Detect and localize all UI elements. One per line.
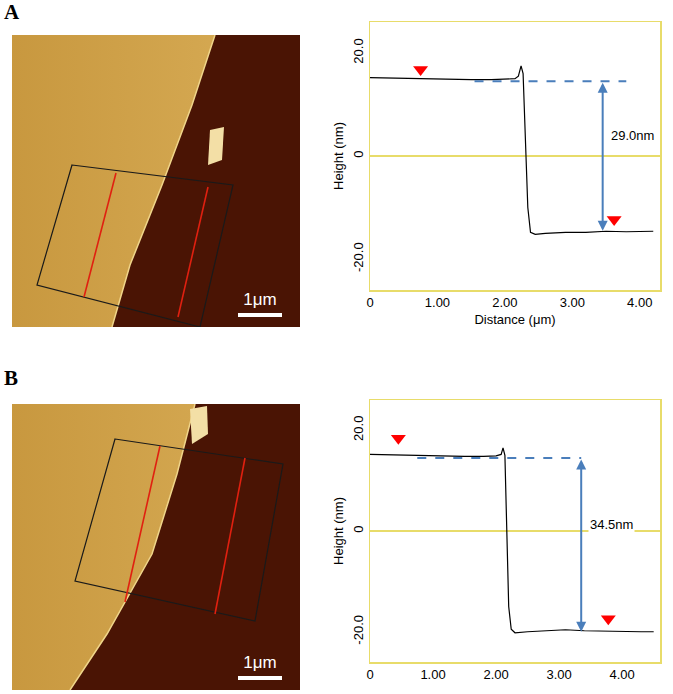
svg-text:Height (nm): Height (nm) [331,497,346,565]
svg-text:3.00: 3.00 [546,667,571,682]
svg-text:3.00: 3.00 [560,295,585,310]
svg-text:0: 0 [351,525,366,532]
svg-text:Height (nm): Height (nm) [331,122,346,190]
svg-text:0: 0 [351,150,366,157]
svg-text:34.5nm: 34.5nm [590,517,633,532]
svg-text:-20.0: -20.0 [351,615,366,645]
svg-text:Distance (μm): Distance (μm) [474,312,555,327]
svg-text:4.00: 4.00 [610,667,635,682]
svg-text:-20.0: -20.0 [351,242,366,272]
svg-text:2.00: 2.00 [492,295,517,310]
svg-text:2.00: 2.00 [483,667,508,682]
svg-text:4.00: 4.00 [627,295,652,310]
svg-text:20.0: 20.0 [351,38,366,63]
html-text:B: B [4,366,18,390]
svg-text:20.0: 20.0 [351,416,366,441]
svg-text:1μm: 1μm [243,653,276,672]
html-text:A: A [4,0,20,24]
svg-text:1.00: 1.00 [425,295,450,310]
svg-text:1μm: 1μm [243,290,276,309]
svg-text:1.00: 1.00 [420,667,445,682]
svg-text:0: 0 [366,295,373,310]
svg-text:0: 0 [366,667,373,682]
svg-text:29.0nm: 29.0nm [611,128,654,143]
